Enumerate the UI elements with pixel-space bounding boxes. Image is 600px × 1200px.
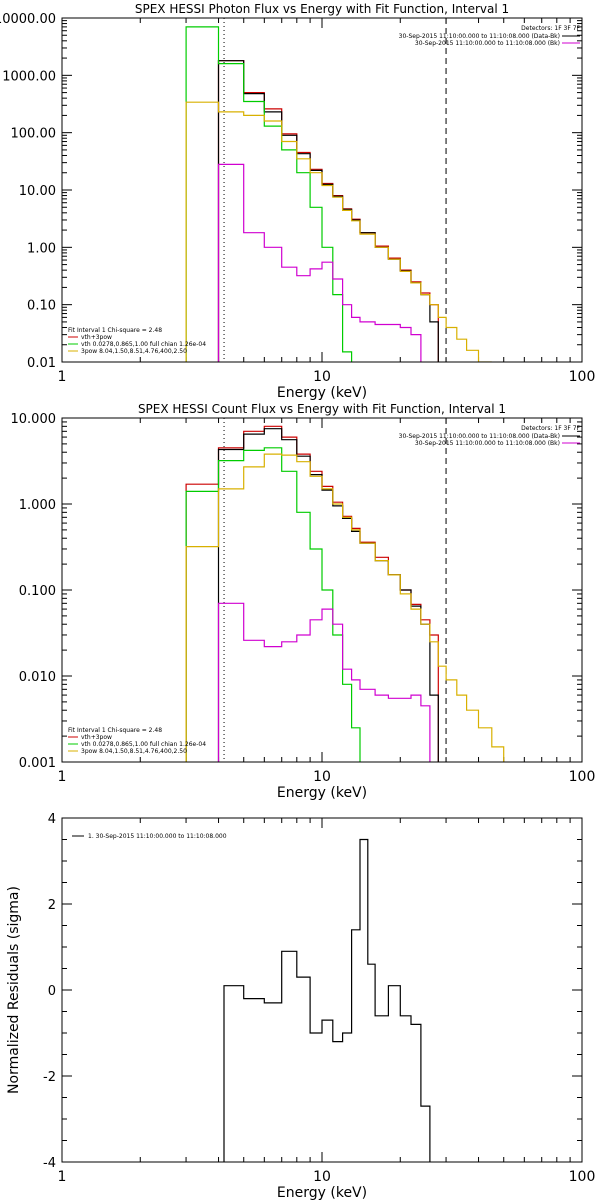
y-tick-label: 0 xyxy=(48,984,56,999)
series-line-3pow xyxy=(185,453,505,762)
chart-title: SPEX HESSI Count Flux vs Energy with Fit… xyxy=(138,402,506,416)
x-tick-label: 10 xyxy=(313,769,331,785)
chart-title: SPEX HESSI Photon Flux vs Energy with Fi… xyxy=(135,2,509,16)
x-tick-label: 1 xyxy=(58,369,67,385)
legend-entry: 30-Sep-2015 11:10:00.000 to 11:10:08.000… xyxy=(415,40,560,47)
legend-title: Fit Interval 1 Chi-square = 2.48 xyxy=(68,327,162,334)
series-line-vth xyxy=(185,26,353,362)
y-tick-label: 1000.00 xyxy=(2,69,56,84)
y-tick-label: 0.10 xyxy=(27,299,56,314)
y-tick-label: 10.000 xyxy=(11,412,57,427)
count-flux-chart: SPEX HESSI Count Flux vs Energy with Fit… xyxy=(11,402,596,801)
y-tick-label: 4 xyxy=(48,812,56,827)
series-line-data-bk xyxy=(217,60,439,362)
legend-entry: vth 0.0278,0.865,1.00 full chian 1.26e-0… xyxy=(81,741,206,748)
legend-entry: vth+3pow xyxy=(81,334,112,341)
legend-entry: vth+3pow xyxy=(81,734,112,741)
legend-entry: 30-Sep-2015 11:10:00.000 to 11:10:08.000… xyxy=(415,440,560,447)
x-tick-label: 10 xyxy=(313,1169,331,1185)
series-line-data-bk xyxy=(217,428,439,762)
y-tick-label: 0.010 xyxy=(19,670,56,685)
data-layer xyxy=(185,418,505,762)
x-tick-label: 100 xyxy=(569,1169,596,1185)
legend-entry: vth 0.0278,0.865,1.00 full chian 1.26e-0… xyxy=(81,341,206,348)
legend: 1. 30-Sep-2015 11:10:00.000 to 11:10:08.… xyxy=(72,833,227,840)
y-tick-label: 2 xyxy=(48,898,56,913)
series-line-vth xyxy=(185,447,361,762)
plot-frame xyxy=(61,417,583,763)
series-line-bk xyxy=(217,163,422,362)
plot-frame xyxy=(61,17,583,363)
legend-entry: 3pow 8.04,1.50,8.51,4.76,400,2.50 xyxy=(81,748,187,755)
legend-title: Detectors: 1F 3F 7F xyxy=(521,425,580,432)
x-tick-label: 1 xyxy=(58,1169,67,1185)
y-tick-label: 1.00 xyxy=(27,241,56,256)
data-layer xyxy=(185,18,492,362)
series-line-vth-3pow xyxy=(217,60,439,362)
x-axis-label: Energy (keV) xyxy=(277,385,367,401)
x-axis-label: Energy (keV) xyxy=(277,1185,367,1200)
y-axis-label: Normalized Residuals (sigma) xyxy=(6,886,22,1094)
y-tick-label: 10000.00 xyxy=(0,12,56,27)
legend-entry: 30-Sep-2015 11:10:00.000 to 11:10:08.000… xyxy=(399,33,560,40)
x-tick-label: 100 xyxy=(569,369,596,385)
y-tick-label: 0.001 xyxy=(19,756,56,771)
y-tick-label: -4 xyxy=(43,1156,56,1171)
legend-entry: 1. 30-Sep-2015 11:10:00.000 to 11:10:08.… xyxy=(88,833,227,840)
y-tick-label: -2 xyxy=(43,1070,56,1085)
x-tick-label: 100 xyxy=(569,769,596,785)
x-tick-label: 10 xyxy=(313,369,331,385)
series-line-1-30-sep-2015-11-10-00-000-to-11-10-08-000 xyxy=(223,838,431,1162)
legend-title: Detectors: 1F 3F 7F xyxy=(521,25,580,32)
residuals-chart: 1 10 100 -4 -2 0 2 4 Energy (keV) Normalized Resi… xyxy=(6,812,595,1200)
y-tick-label: 0.01 xyxy=(27,356,56,371)
y-tick-label: 10.00 xyxy=(19,184,56,199)
legend-title: Fit Interval 1 Chi-square = 2.48 xyxy=(68,727,162,734)
series-line-bk xyxy=(217,602,431,762)
data-layer xyxy=(223,838,431,1162)
y-tick-label: 0.100 xyxy=(19,584,56,599)
x-axis-label: Energy (keV) xyxy=(277,785,367,801)
legend-entry: 30-Sep-2015 11:10:00.000 to 11:10:08.000… xyxy=(399,433,560,440)
y-tick-label: 1.000 xyxy=(19,498,56,513)
photon-flux-chart: SPEX HESSI Photon Flux vs Energy with Fi… xyxy=(0,2,595,401)
series-line-3pow xyxy=(185,101,492,362)
legend-bottom-left: Fit Interval 1 Chi-square = 2.48vth+3pow… xyxy=(68,727,206,755)
legend-entry: 3pow 8.04,1.50,8.51,4.76,400,2.50 xyxy=(81,348,187,355)
y-tick-label: 100.00 xyxy=(11,127,57,142)
plot-frame xyxy=(61,817,583,1163)
x-tick-label: 1 xyxy=(58,769,67,785)
legend-bottom-left: Fit Interval 1 Chi-square = 2.48vth+3pow… xyxy=(68,327,206,355)
